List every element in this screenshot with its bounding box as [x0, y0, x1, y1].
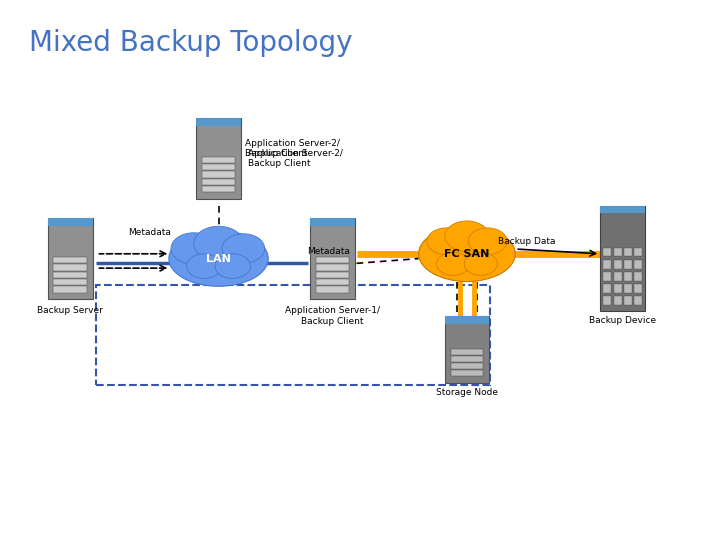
FancyBboxPatch shape [451, 370, 482, 376]
FancyBboxPatch shape [603, 248, 611, 256]
Text: Storage Node: Storage Node [436, 388, 498, 396]
Circle shape [194, 226, 243, 261]
Circle shape [445, 221, 489, 252]
FancyBboxPatch shape [603, 260, 611, 268]
Text: Metadata: Metadata [307, 247, 351, 256]
Text: 18: 18 [695, 519, 706, 528]
FancyBboxPatch shape [53, 257, 87, 264]
FancyBboxPatch shape [613, 272, 622, 281]
Circle shape [436, 252, 469, 275]
FancyBboxPatch shape [624, 285, 632, 293]
Circle shape [222, 234, 265, 263]
Circle shape [215, 254, 251, 279]
FancyBboxPatch shape [451, 349, 482, 355]
Text: Metadata: Metadata [128, 228, 171, 237]
FancyBboxPatch shape [53, 279, 87, 285]
FancyBboxPatch shape [315, 264, 349, 271]
FancyBboxPatch shape [603, 296, 611, 305]
FancyBboxPatch shape [624, 260, 632, 268]
FancyBboxPatch shape [53, 286, 87, 293]
Circle shape [464, 252, 498, 275]
FancyBboxPatch shape [634, 260, 642, 268]
FancyBboxPatch shape [310, 218, 355, 299]
FancyBboxPatch shape [624, 296, 632, 305]
Circle shape [427, 228, 466, 254]
FancyBboxPatch shape [600, 206, 644, 213]
FancyBboxPatch shape [202, 157, 235, 163]
FancyBboxPatch shape [53, 272, 87, 278]
FancyBboxPatch shape [48, 218, 93, 226]
FancyBboxPatch shape [603, 272, 611, 281]
FancyBboxPatch shape [613, 260, 622, 268]
FancyBboxPatch shape [202, 179, 235, 185]
FancyBboxPatch shape [53, 264, 87, 271]
FancyBboxPatch shape [634, 285, 642, 293]
Text: Mixed Backup Topology: Mixed Backup Topology [29, 29, 352, 57]
FancyBboxPatch shape [310, 218, 355, 226]
Circle shape [171, 233, 217, 264]
Circle shape [468, 228, 507, 254]
Circle shape [186, 254, 222, 279]
Text: FC SAN: FC SAN [444, 249, 490, 259]
FancyBboxPatch shape [315, 257, 349, 264]
FancyBboxPatch shape [613, 248, 622, 256]
FancyBboxPatch shape [634, 272, 642, 281]
Text: EMC Proven Professional. Copyright ©  2012 EMC Corporation. All Rights Reserved.: EMC Proven Professional. Copyright © 201… [7, 519, 326, 528]
FancyBboxPatch shape [634, 248, 642, 256]
FancyBboxPatch shape [600, 206, 644, 311]
Text: Backup Device: Backup Device [589, 316, 656, 325]
FancyBboxPatch shape [196, 118, 241, 199]
Ellipse shape [418, 226, 516, 281]
FancyBboxPatch shape [634, 296, 642, 305]
FancyBboxPatch shape [624, 248, 632, 256]
Bar [96, 285, 490, 385]
FancyBboxPatch shape [315, 272, 349, 278]
Text: Backup Server: Backup Server [37, 306, 103, 315]
Text: Backup Data: Backup Data [498, 238, 556, 246]
Text: Module 10: Backup and Archive: Module 10: Backup and Archive [518, 519, 639, 528]
FancyBboxPatch shape [48, 218, 93, 299]
FancyBboxPatch shape [603, 285, 611, 293]
FancyBboxPatch shape [444, 316, 490, 324]
Text: Application Server-2/
Backup Client: Application Server-2/ Backup Client [248, 148, 343, 168]
Text: Application Server-2/
Backup Client: Application Server-2/ Backup Client [245, 139, 340, 158]
Text: Application Server-1/
Backup Client: Application Server-1/ Backup Client [285, 306, 380, 326]
FancyBboxPatch shape [624, 272, 632, 281]
FancyBboxPatch shape [315, 279, 349, 285]
FancyBboxPatch shape [202, 164, 235, 171]
FancyBboxPatch shape [196, 118, 241, 126]
Text: LAN: LAN [206, 254, 231, 264]
FancyBboxPatch shape [315, 286, 349, 293]
FancyBboxPatch shape [444, 316, 490, 383]
FancyBboxPatch shape [613, 296, 622, 305]
FancyBboxPatch shape [613, 285, 622, 293]
FancyBboxPatch shape [451, 356, 482, 362]
FancyBboxPatch shape [451, 363, 482, 369]
FancyBboxPatch shape [202, 186, 235, 192]
Ellipse shape [169, 231, 269, 286]
FancyBboxPatch shape [202, 171, 235, 178]
